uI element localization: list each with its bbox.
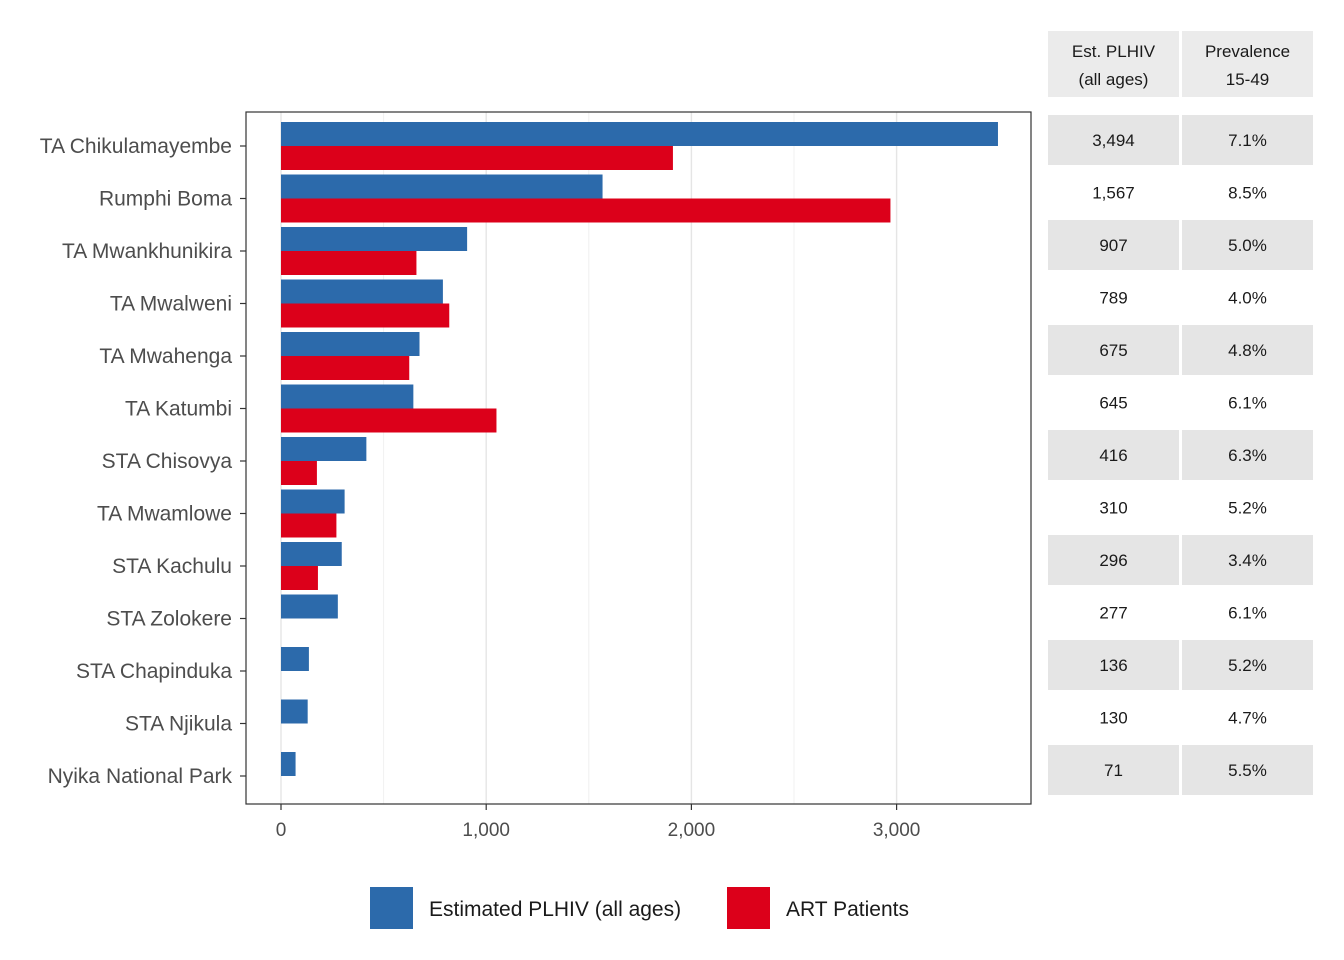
- table-cell-bg: [1182, 745, 1313, 795]
- table-cell-prevalence: 3.4%: [1228, 551, 1267, 570]
- table-cell-plhiv: 296: [1099, 551, 1127, 570]
- bar-art: [281, 146, 673, 170]
- table-cell-bg: [1048, 640, 1179, 690]
- x-tick-label: 2,000: [668, 820, 716, 841]
- category-label: STA Kachulu: [112, 555, 232, 578]
- table-cell-prevalence: 8.5%: [1228, 184, 1267, 203]
- table-cell-plhiv: 416: [1099, 446, 1127, 465]
- table-header-cell: [1182, 31, 1313, 97]
- table-header-text: Est. PLHIV: [1072, 42, 1156, 61]
- category-label: TA Chikulamayembe: [40, 135, 232, 158]
- bar-art: [281, 513, 337, 538]
- category-label: TA Mwalweni: [110, 293, 232, 316]
- table-cell-bg: [1182, 115, 1313, 165]
- table-header-text: (all ages): [1079, 70, 1149, 89]
- x-tick-label: 0: [276, 820, 287, 841]
- table-cell-bg: [1182, 640, 1313, 690]
- table-cell-plhiv: 675: [1099, 341, 1127, 360]
- x-axis: 0 1,000 2,000 3,000: [276, 804, 921, 841]
- category-label: STA Njikula: [125, 713, 232, 736]
- table-cell-plhiv: 71: [1104, 761, 1123, 780]
- grid-lines: [280, 112, 898, 804]
- category-label: STA Chisovya: [102, 450, 233, 473]
- bar-plhiv: [281, 489, 345, 514]
- table-cell-bg: [1048, 115, 1179, 165]
- table-cell-plhiv: 130: [1099, 709, 1127, 728]
- table-cell-bg: [1048, 325, 1179, 375]
- table-header-cell: [1048, 31, 1179, 97]
- category-label: Rumphi Boma: [99, 188, 232, 211]
- category-label: TA Katumbi: [125, 398, 232, 421]
- table-cell-prevalence: 4.8%: [1228, 341, 1267, 360]
- legend-label-plhiv: Estimated PLHIV (all ages): [429, 898, 681, 921]
- table-cell-plhiv: 310: [1099, 499, 1127, 518]
- table-cell-prevalence: 6.1%: [1228, 394, 1267, 413]
- table-header-text: 15-49: [1226, 70, 1269, 89]
- table-cell-plhiv: 277: [1099, 604, 1127, 623]
- legend: Estimated PLHIV (all ages) ART Patients: [370, 887, 909, 929]
- table-cell-prevalence: 5.2%: [1228, 499, 1267, 518]
- category-labels: TA Chikulamayembe Rumphi Boma TA Mwankhuni…: [40, 135, 246, 788]
- bar-art: [281, 566, 318, 590]
- table-cell-bg: [1182, 220, 1313, 270]
- x-tick-label: 1,000: [462, 820, 510, 841]
- legend-swatch-art: [727, 887, 770, 929]
- table-cell-plhiv: 789: [1099, 289, 1127, 308]
- bar-plhiv: [281, 647, 309, 671]
- x-tick-label: 3,000: [873, 820, 921, 841]
- bar-plhiv: [281, 384, 414, 409]
- table-cell-prevalence: 5.0%: [1228, 236, 1267, 255]
- category-label: STA Zolokere: [106, 608, 232, 631]
- table-cell-bg: [1048, 430, 1179, 480]
- table-cell-plhiv: 645: [1099, 394, 1127, 413]
- bar-art: [281, 198, 891, 223]
- category-label: TA Mwahenga: [99, 345, 232, 368]
- table-cell-plhiv: 136: [1099, 656, 1127, 675]
- category-label: TA Mwamlowe: [97, 503, 232, 526]
- bar-plhiv: [281, 332, 420, 356]
- table-cell-bg: [1182, 325, 1313, 375]
- bar-plhiv: [281, 752, 296, 776]
- bar-plhiv: [281, 437, 367, 461]
- bar-plhiv: [281, 594, 338, 619]
- table-cell-bg: [1048, 745, 1179, 795]
- table-cell-plhiv: 907: [1099, 236, 1127, 255]
- bar-plhiv: [281, 699, 308, 724]
- bar-plhiv: [281, 174, 603, 199]
- table-cell-prevalence: 5.5%: [1228, 761, 1267, 780]
- bar-plhiv: [281, 279, 443, 304]
- table-header-text: Prevalence: [1205, 42, 1290, 61]
- bar-art: [281, 356, 410, 380]
- panel-border: [245, 111, 1032, 805]
- table-cell-plhiv: 3,494: [1092, 131, 1135, 150]
- table-cell-bg: [1182, 430, 1313, 480]
- bar-art: [281, 408, 497, 433]
- bars: [281, 122, 998, 776]
- table-cell-prevalence: 4.7%: [1228, 709, 1267, 728]
- bar-art: [281, 251, 417, 275]
- category-label: STA Chapinduka: [76, 660, 232, 683]
- table-cell-plhiv: 1,567: [1092, 184, 1135, 203]
- legend-label-art: ART Patients: [786, 898, 909, 921]
- legend-swatch-plhiv: [370, 887, 413, 929]
- bar-art: [281, 461, 317, 485]
- table-cell-bg: [1182, 535, 1313, 585]
- stats-table: Est. PLHIV (all ages) Prevalence 15-49 3,494…: [1048, 31, 1313, 795]
- table-cell-prevalence: 6.1%: [1228, 604, 1267, 623]
- bar-plhiv: [281, 227, 468, 251]
- category-label: Nyika National Park: [48, 765, 233, 788]
- table-cell-prevalence: 7.1%: [1228, 131, 1267, 150]
- table-cell-prevalence: 4.0%: [1228, 289, 1267, 308]
- category-label: TA Mwankhunikira: [62, 240, 232, 263]
- table-cell-prevalence: 6.3%: [1228, 446, 1267, 465]
- table-cell-prevalence: 5.2%: [1228, 656, 1267, 675]
- bar-art: [281, 303, 450, 328]
- table-cell-bg: [1048, 220, 1179, 270]
- bar-plhiv: [281, 122, 998, 146]
- table-cell-bg: [1048, 535, 1179, 585]
- bar-plhiv: [281, 542, 342, 566]
